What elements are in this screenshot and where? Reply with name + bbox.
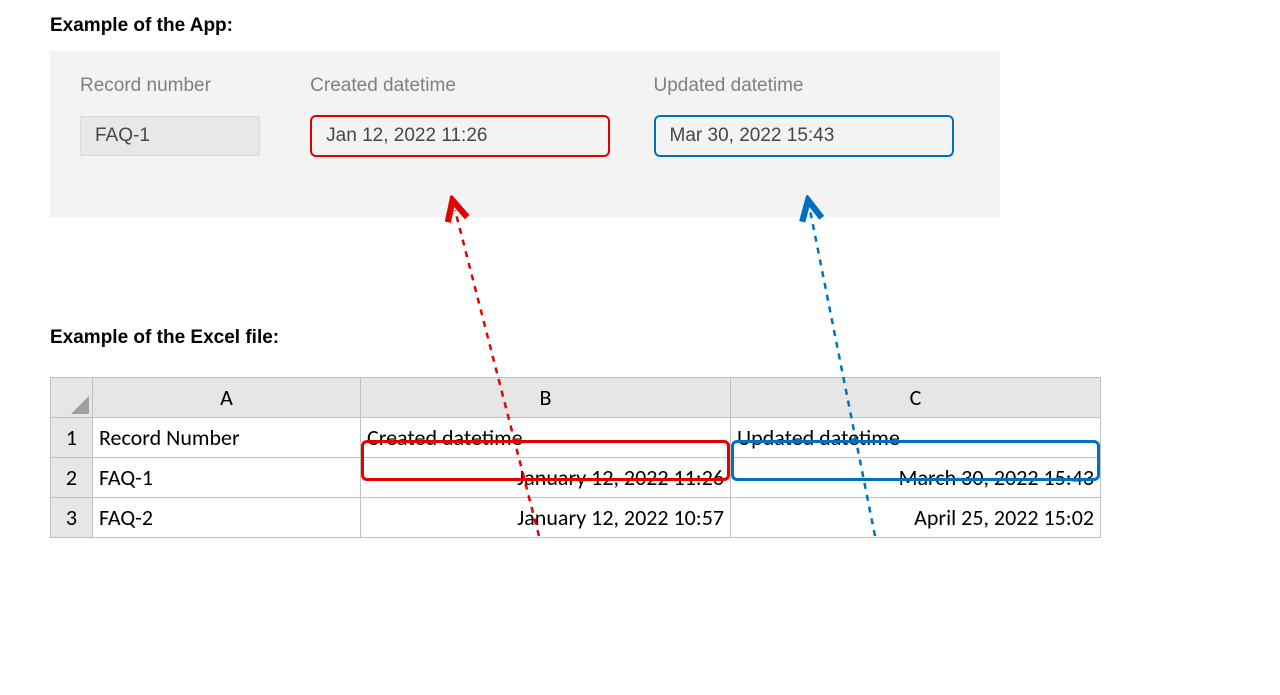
app-data-row: FAQ-1 Jan 12, 2022 11:26 Mar 30, 2022 15… (80, 115, 970, 157)
app-section-title: Example of the App: (50, 15, 1230, 37)
excel-section-title: Example of the Excel file: (50, 327, 1230, 349)
excel-cell-c3[interactable]: April 25, 2022 15:02 (731, 498, 1101, 538)
app-header-created-datetime: Created datetime (310, 75, 626, 97)
excel-cell-c1[interactable]: Updated datetime (731, 418, 1101, 458)
excel-row-header-3[interactable]: 3 (51, 498, 93, 538)
excel-cell-a2[interactable]: FAQ-1 (93, 458, 361, 498)
excel-wrapper: A B C 1 Record Number Created datetime U… (50, 363, 1101, 538)
excel-cell-a3[interactable]: FAQ-2 (93, 498, 361, 538)
app-created-highlight: Jan 12, 2022 11:26 (310, 115, 610, 157)
app-panel: Record number Created datetime Updated d… (50, 51, 1000, 217)
app-header-record-number: Record number (80, 75, 310, 97)
excel-cell-b3[interactable]: January 12, 2022 10:57 (361, 498, 731, 538)
excel-cell-a1[interactable]: Record Number (93, 418, 361, 458)
excel-col-header-c[interactable]: C (731, 378, 1101, 418)
app-header-row: Record number Created datetime Updated d… (80, 75, 970, 97)
app-record-box: FAQ-1 (80, 116, 260, 156)
excel-row-header-1[interactable]: 1 (51, 418, 93, 458)
app-updated-highlight: Mar 30, 2022 15:43 (654, 115, 954, 157)
excel-col-header-b[interactable]: B (361, 378, 731, 418)
excel-col-header-a[interactable]: A (93, 378, 361, 418)
excel-corner-cell (51, 378, 93, 418)
app-header-updated-datetime: Updated datetime (654, 75, 970, 97)
excel-cell-b1[interactable]: Created datetime (361, 418, 731, 458)
excel-row-header-2[interactable]: 2 (51, 458, 93, 498)
excel-table: A B C 1 Record Number Created datetime U… (50, 377, 1101, 538)
excel-cell-b2[interactable]: January 12, 2022 11:26 (361, 458, 731, 498)
excel-cell-c2[interactable]: March 30, 2022 15:43 (731, 458, 1101, 498)
